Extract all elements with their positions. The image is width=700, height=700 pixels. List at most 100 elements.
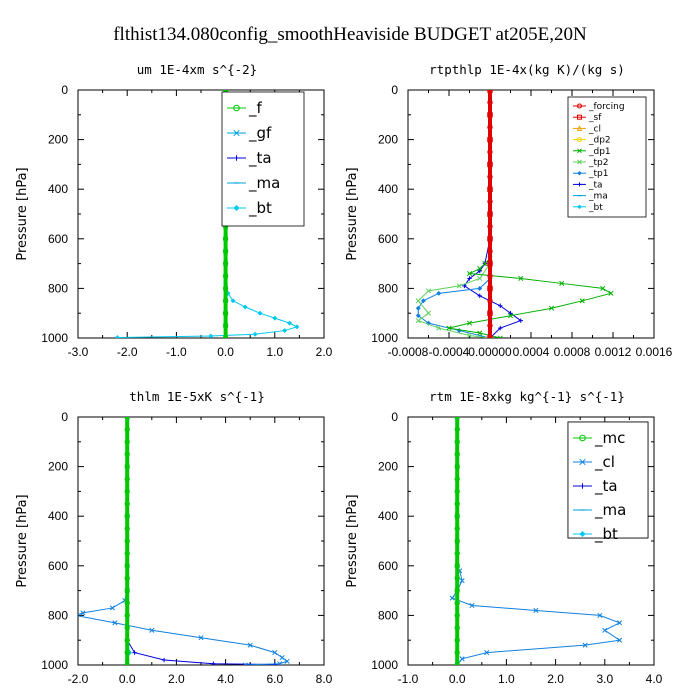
y-axis-label: Pressure [hPa] bbox=[345, 494, 360, 587]
data-point bbox=[230, 298, 236, 304]
data-point bbox=[454, 538, 460, 544]
data-point bbox=[242, 304, 248, 310]
legend-label: _ma bbox=[588, 192, 608, 202]
legend-label: _bt bbox=[594, 525, 618, 544]
legend-label: _bt bbox=[248, 199, 272, 218]
data-point bbox=[454, 451, 460, 457]
data-point bbox=[415, 318, 421, 324]
legend-marker bbox=[233, 155, 240, 161]
chart-panel-4: rtm 1E-8xkg kg^{-1} s^{-1} Pressure [hPa]… bbox=[345, 389, 663, 686]
y-tick-label: 400 bbox=[48, 509, 68, 523]
legend-marker bbox=[577, 182, 582, 187]
y-tick-label: 600 bbox=[378, 232, 398, 246]
x-tick-label: 0.0 bbox=[217, 345, 234, 359]
y-tick-label: 800 bbox=[378, 281, 398, 295]
series-line bbox=[417, 90, 491, 338]
x-tick-label: -0.0004 bbox=[429, 345, 470, 359]
legend-label: _sf bbox=[588, 113, 602, 123]
data-point bbox=[600, 285, 606, 291]
legend-entry: _forcing bbox=[573, 102, 625, 112]
legend-marker bbox=[579, 530, 586, 538]
legend-box bbox=[221, 91, 305, 227]
plot-area bbox=[449, 417, 623, 665]
data-point bbox=[617, 620, 623, 626]
data-point bbox=[124, 563, 130, 569]
data-point bbox=[454, 649, 460, 656]
data-point bbox=[487, 248, 493, 254]
x-tick-label: 0.0016 bbox=[636, 345, 673, 359]
data-point bbox=[454, 426, 460, 433]
figure-title: flthist134.080config_smoothHeaviside BUD… bbox=[113, 24, 587, 45]
x-tick-label: -0.0008 bbox=[388, 345, 429, 359]
legend-label: _gf bbox=[248, 124, 272, 143]
data-point bbox=[124, 476, 130, 482]
y-tick-label: 0 bbox=[61, 83, 68, 97]
data-point bbox=[80, 610, 86, 616]
y-tick-label: 800 bbox=[48, 281, 68, 295]
data-point bbox=[487, 285, 493, 292]
data-point bbox=[487, 223, 493, 230]
x-tick-label: 6.0 bbox=[266, 672, 283, 686]
legend-entry: _bt bbox=[573, 525, 618, 544]
data-point bbox=[487, 260, 493, 267]
data-point bbox=[454, 488, 460, 495]
data-point bbox=[497, 335, 503, 338]
legend-label: _f bbox=[248, 99, 263, 118]
y-tick-label: 0 bbox=[391, 410, 398, 424]
series-line bbox=[78, 417, 289, 665]
y-tick-label: 200 bbox=[48, 460, 68, 474]
data-point bbox=[124, 575, 130, 581]
x-tick-label: 0.0004 bbox=[513, 345, 550, 359]
legend-entry: _mc bbox=[573, 429, 625, 448]
legend-label: _tp2 bbox=[588, 158, 608, 168]
data-point bbox=[124, 612, 130, 619]
data-point bbox=[518, 318, 523, 323]
series-line bbox=[126, 417, 280, 665]
legend-label: _ta bbox=[248, 149, 272, 168]
legend-entry: _tp1 bbox=[573, 169, 608, 179]
data-point bbox=[132, 650, 137, 655]
legend-entry: _tp2 bbox=[573, 158, 608, 168]
legend-marker bbox=[579, 483, 586, 489]
data-point bbox=[211, 661, 216, 665]
y-tick-label: 400 bbox=[378, 182, 398, 196]
legend-entry: _ma bbox=[573, 501, 626, 520]
legend-entry: _f bbox=[227, 99, 263, 118]
data-point bbox=[294, 324, 300, 330]
y-axis-label: Pressure [hPa] bbox=[15, 167, 30, 260]
data-point bbox=[454, 625, 460, 631]
data-point bbox=[454, 513, 460, 519]
panel-title: rtm 1E-8xkg kg^{-1} s^{-1} bbox=[429, 389, 625, 404]
data-point bbox=[425, 310, 432, 316]
data-point bbox=[252, 331, 258, 337]
series-mc bbox=[454, 417, 460, 665]
series-mc bbox=[124, 417, 130, 665]
legend-label: _ma bbox=[248, 174, 280, 193]
data-point bbox=[533, 607, 539, 613]
data-point bbox=[487, 186, 493, 192]
data-point bbox=[518, 275, 524, 282]
data-point bbox=[477, 266, 483, 272]
legend-entry: _cl bbox=[573, 453, 615, 472]
data-point bbox=[454, 439, 460, 445]
panel-title: um 1E-4xm s^{-2} bbox=[137, 62, 257, 77]
data-point bbox=[487, 298, 493, 304]
y-axis-label: Pressure [hPa] bbox=[345, 167, 360, 260]
data-point bbox=[498, 325, 503, 331]
x-tick-label: 2.0 bbox=[316, 345, 333, 359]
data-point bbox=[124, 426, 130, 433]
data-point bbox=[124, 587, 130, 594]
data-point bbox=[272, 650, 278, 656]
data-point bbox=[454, 662, 460, 665]
data-point bbox=[456, 283, 462, 289]
data-point bbox=[222, 335, 229, 338]
panel-title: thlm 1E-5xK s^{-1} bbox=[129, 389, 264, 404]
data-point bbox=[272, 315, 278, 321]
x-tick-label: 8.0 bbox=[316, 672, 333, 686]
series-tp2 bbox=[415, 90, 493, 338]
legend-label: _dp2 bbox=[588, 136, 611, 146]
legend-entry: _cl bbox=[573, 124, 601, 134]
data-point bbox=[487, 310, 493, 316]
y-tick-label: 200 bbox=[48, 133, 68, 147]
data-point bbox=[161, 657, 167, 663]
